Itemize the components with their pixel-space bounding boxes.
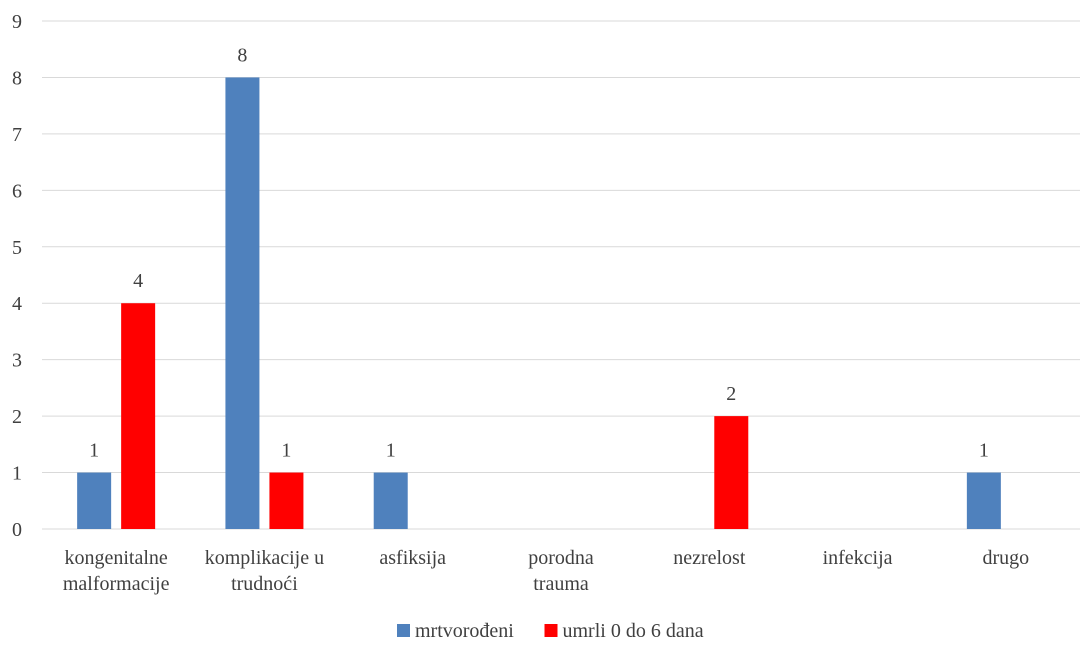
data-label: 2 — [726, 383, 736, 405]
x-tick-label-line: nezrelost — [673, 547, 746, 569]
y-tick-label: 1 — [12, 463, 22, 485]
legend-item: mrtvorođeni — [397, 620, 514, 642]
data-label: 1 — [281, 440, 291, 462]
x-tick-label-line: kongenitalne — [64, 547, 167, 569]
x-tick-label-line: porodna — [528, 547, 594, 569]
x-tick-label: drugo — [983, 547, 1030, 569]
y-tick-label: 7 — [12, 124, 22, 146]
y-tick-label: 9 — [12, 11, 22, 33]
data-label: 4 — [133, 270, 143, 292]
data-label: 1 — [89, 440, 99, 462]
legend: mrtvorođeni umrli 0 do 6 dana — [397, 620, 704, 642]
y-tick-label: 6 — [12, 180, 22, 202]
x-tick-label: asfiksija — [379, 547, 446, 569]
x-tick-label: porodna trauma — [528, 547, 594, 595]
bar — [269, 472, 304, 529]
data-label: 1 — [979, 440, 989, 462]
bar — [714, 416, 749, 529]
bar — [225, 77, 260, 529]
bar — [373, 472, 408, 529]
x-tick-label: kongenitalne malformacije — [63, 547, 170, 595]
legend-swatch — [397, 624, 410, 637]
legend-label: umrli 0 do 6 dana — [563, 620, 704, 642]
x-tick-label-line: trauma — [533, 573, 589, 595]
x-tick-label-line: malformacije — [63, 573, 170, 595]
y-tick-label: 8 — [12, 67, 22, 89]
legend-item: umrli 0 do 6 dana — [544, 620, 704, 642]
bar — [121, 303, 156, 529]
y-axis: 0 1 2 3 4 5 6 7 8 9 — [12, 11, 22, 541]
bars — [77, 77, 1001, 529]
x-tick-label-line: asfiksija — [379, 547, 446, 569]
bar — [77, 472, 112, 529]
x-tick-label-line: infekcija — [823, 547, 893, 569]
data-label: 1 — [386, 440, 396, 462]
x-tick-label-line: drugo — [983, 547, 1030, 569]
y-tick-label: 3 — [12, 350, 22, 372]
x-tick-label-line: trudnoći — [231, 573, 298, 595]
y-tick-label: 4 — [12, 293, 22, 315]
legend-label: mrtvorođeni — [415, 620, 514, 642]
bar — [966, 472, 1001, 529]
legend-swatch — [544, 624, 558, 637]
y-tick-label: 2 — [12, 406, 22, 428]
x-tick-label: infekcija — [823, 547, 893, 569]
data-labels: 1 8 1 1 4 1 2 — [89, 44, 989, 461]
y-tick-label: 5 — [12, 237, 22, 259]
x-tick-label-line: komplikacije u — [205, 547, 324, 569]
x-tick-label: nezrelost — [673, 547, 746, 569]
gridlines — [42, 20, 1080, 530]
y-tick-label: 0 — [12, 519, 22, 541]
data-label: 8 — [237, 44, 247, 66]
x-axis: kongenitalne malformacije komplikacije u tr… — [63, 547, 1029, 595]
x-tick-label: komplikacije u trudnoći — [205, 547, 324, 595]
